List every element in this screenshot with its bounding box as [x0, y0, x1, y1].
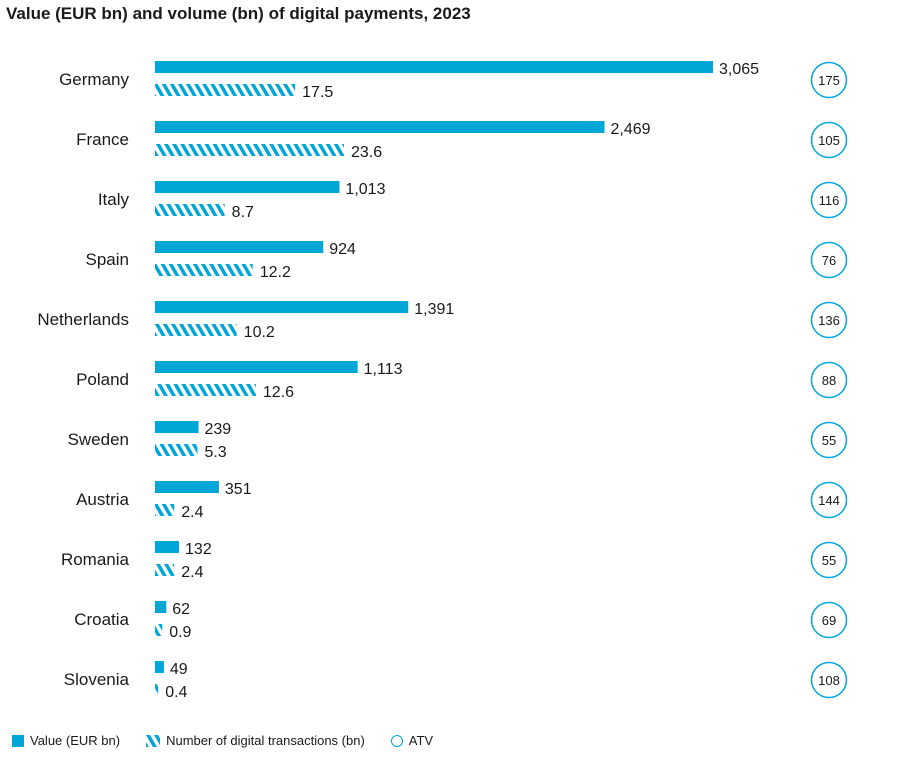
volume-bar [155, 264, 253, 276]
value-bar [155, 421, 199, 433]
legend-swatch-hatched [146, 734, 161, 747]
atv-circle [810, 361, 848, 399]
volume-bar [155, 624, 163, 636]
value-bar [155, 541, 180, 553]
volume-bar [155, 204, 225, 216]
value-bar [155, 241, 324, 253]
value-data-label: 132 [185, 541, 212, 558]
legend-item-value: Value (EUR bn) [12, 733, 120, 748]
category-label: Romania [61, 550, 130, 569]
volume-bar [155, 384, 256, 396]
category-label: France [76, 130, 129, 149]
legend-swatch-solid [12, 734, 24, 747]
category-label: Sweden [68, 430, 129, 449]
atv-circle [810, 601, 848, 639]
atv-circle [810, 421, 848, 459]
volume-data-label: 2.4 [181, 504, 203, 521]
value-bar [155, 301, 409, 313]
volume-data-label: 0.4 [165, 684, 187, 701]
value-data-label: 239 [205, 421, 232, 438]
atv-label: 105 [818, 133, 840, 148]
atv-circle [810, 541, 848, 579]
value-data-label: 1,013 [345, 181, 385, 198]
volume-data-label: 5.3 [204, 444, 226, 461]
category-label: Netherlands [37, 310, 129, 329]
volume-data-label: 8.7 [232, 204, 254, 221]
value-bar [155, 661, 164, 673]
volume-data-label: 0.9 [169, 624, 191, 641]
category-label: Slovenia [64, 670, 130, 689]
chart-title: Value (EUR bn) and volume (bn) of digita… [6, 4, 471, 23]
volume-data-label: 2.4 [181, 564, 203, 581]
legend-label-atv: ATV [408, 733, 434, 748]
value-data-label: 351 [225, 481, 252, 498]
category-label: Germany [59, 70, 129, 89]
value-data-label: 924 [329, 241, 356, 258]
atv-circle [810, 661, 848, 699]
atv-label: 175 [818, 73, 840, 88]
volume-data-label: 12.6 [263, 384, 294, 401]
category-label: Croatia [74, 610, 129, 629]
category-label: Italy [98, 190, 130, 209]
value-data-label: 2,469 [610, 121, 650, 138]
volume-bar [155, 504, 175, 516]
volume-bar [155, 324, 237, 336]
legend-label-volume: Number of digital transactions (bn) [166, 733, 365, 748]
atv-circle [810, 181, 848, 219]
volume-bar [155, 444, 198, 456]
value-data-label: 3,065 [719, 61, 759, 78]
atv-circle [810, 61, 848, 99]
value-bar [155, 61, 713, 73]
atv-circle [810, 481, 848, 519]
value-data-label: 62 [172, 601, 190, 618]
atv-label: 76 [822, 253, 836, 268]
atv-label: 88 [822, 373, 836, 388]
volume-bar [155, 684, 159, 696]
value-bar [155, 601, 167, 613]
value-bar [155, 121, 605, 133]
value-bar [155, 481, 219, 493]
volume-data-label: 23.6 [351, 144, 382, 161]
volume-data-label: 17.5 [302, 84, 333, 101]
atv-label: 116 [819, 193, 840, 208]
value-bar [155, 361, 358, 373]
category-label: Austria [76, 490, 129, 509]
atv-label: 144 [818, 493, 840, 508]
volume-data-label: 10.2 [244, 324, 275, 341]
category-label: Poland [76, 370, 129, 389]
atv-circle [810, 301, 848, 339]
volume-bar [155, 84, 296, 96]
value-bar [155, 181, 340, 193]
atv-circle [810, 121, 848, 159]
volume-bar [155, 564, 175, 576]
atv-label: 136 [818, 313, 840, 328]
atv-label: 69 [822, 613, 836, 628]
atv-label: 108 [818, 673, 840, 688]
bar-chart: Germany 3,065 17.5 175 France 2,469 23.6 105 Ita… [37, 61, 848, 701]
category-label: Spain [86, 250, 129, 269]
value-data-label: 1,391 [414, 301, 454, 318]
atv-circle [810, 241, 848, 279]
value-data-label: 1,113 [364, 361, 403, 378]
legend-swatch-circle [390, 734, 403, 747]
legend-item-volume: Number of digital transactions (bn) [146, 733, 365, 748]
legend: Value (EUR bn) Number of digital transac… [12, 733, 433, 748]
value-data-label: 49 [170, 661, 188, 678]
atv-label: 55 [822, 553, 836, 568]
legend-label-value: Value (EUR bn) [30, 733, 121, 748]
volume-data-label: 12.2 [260, 264, 291, 281]
atv-label: 55 [822, 433, 836, 448]
volume-bar [155, 144, 344, 156]
legend-item-atv: ATV [390, 733, 434, 748]
